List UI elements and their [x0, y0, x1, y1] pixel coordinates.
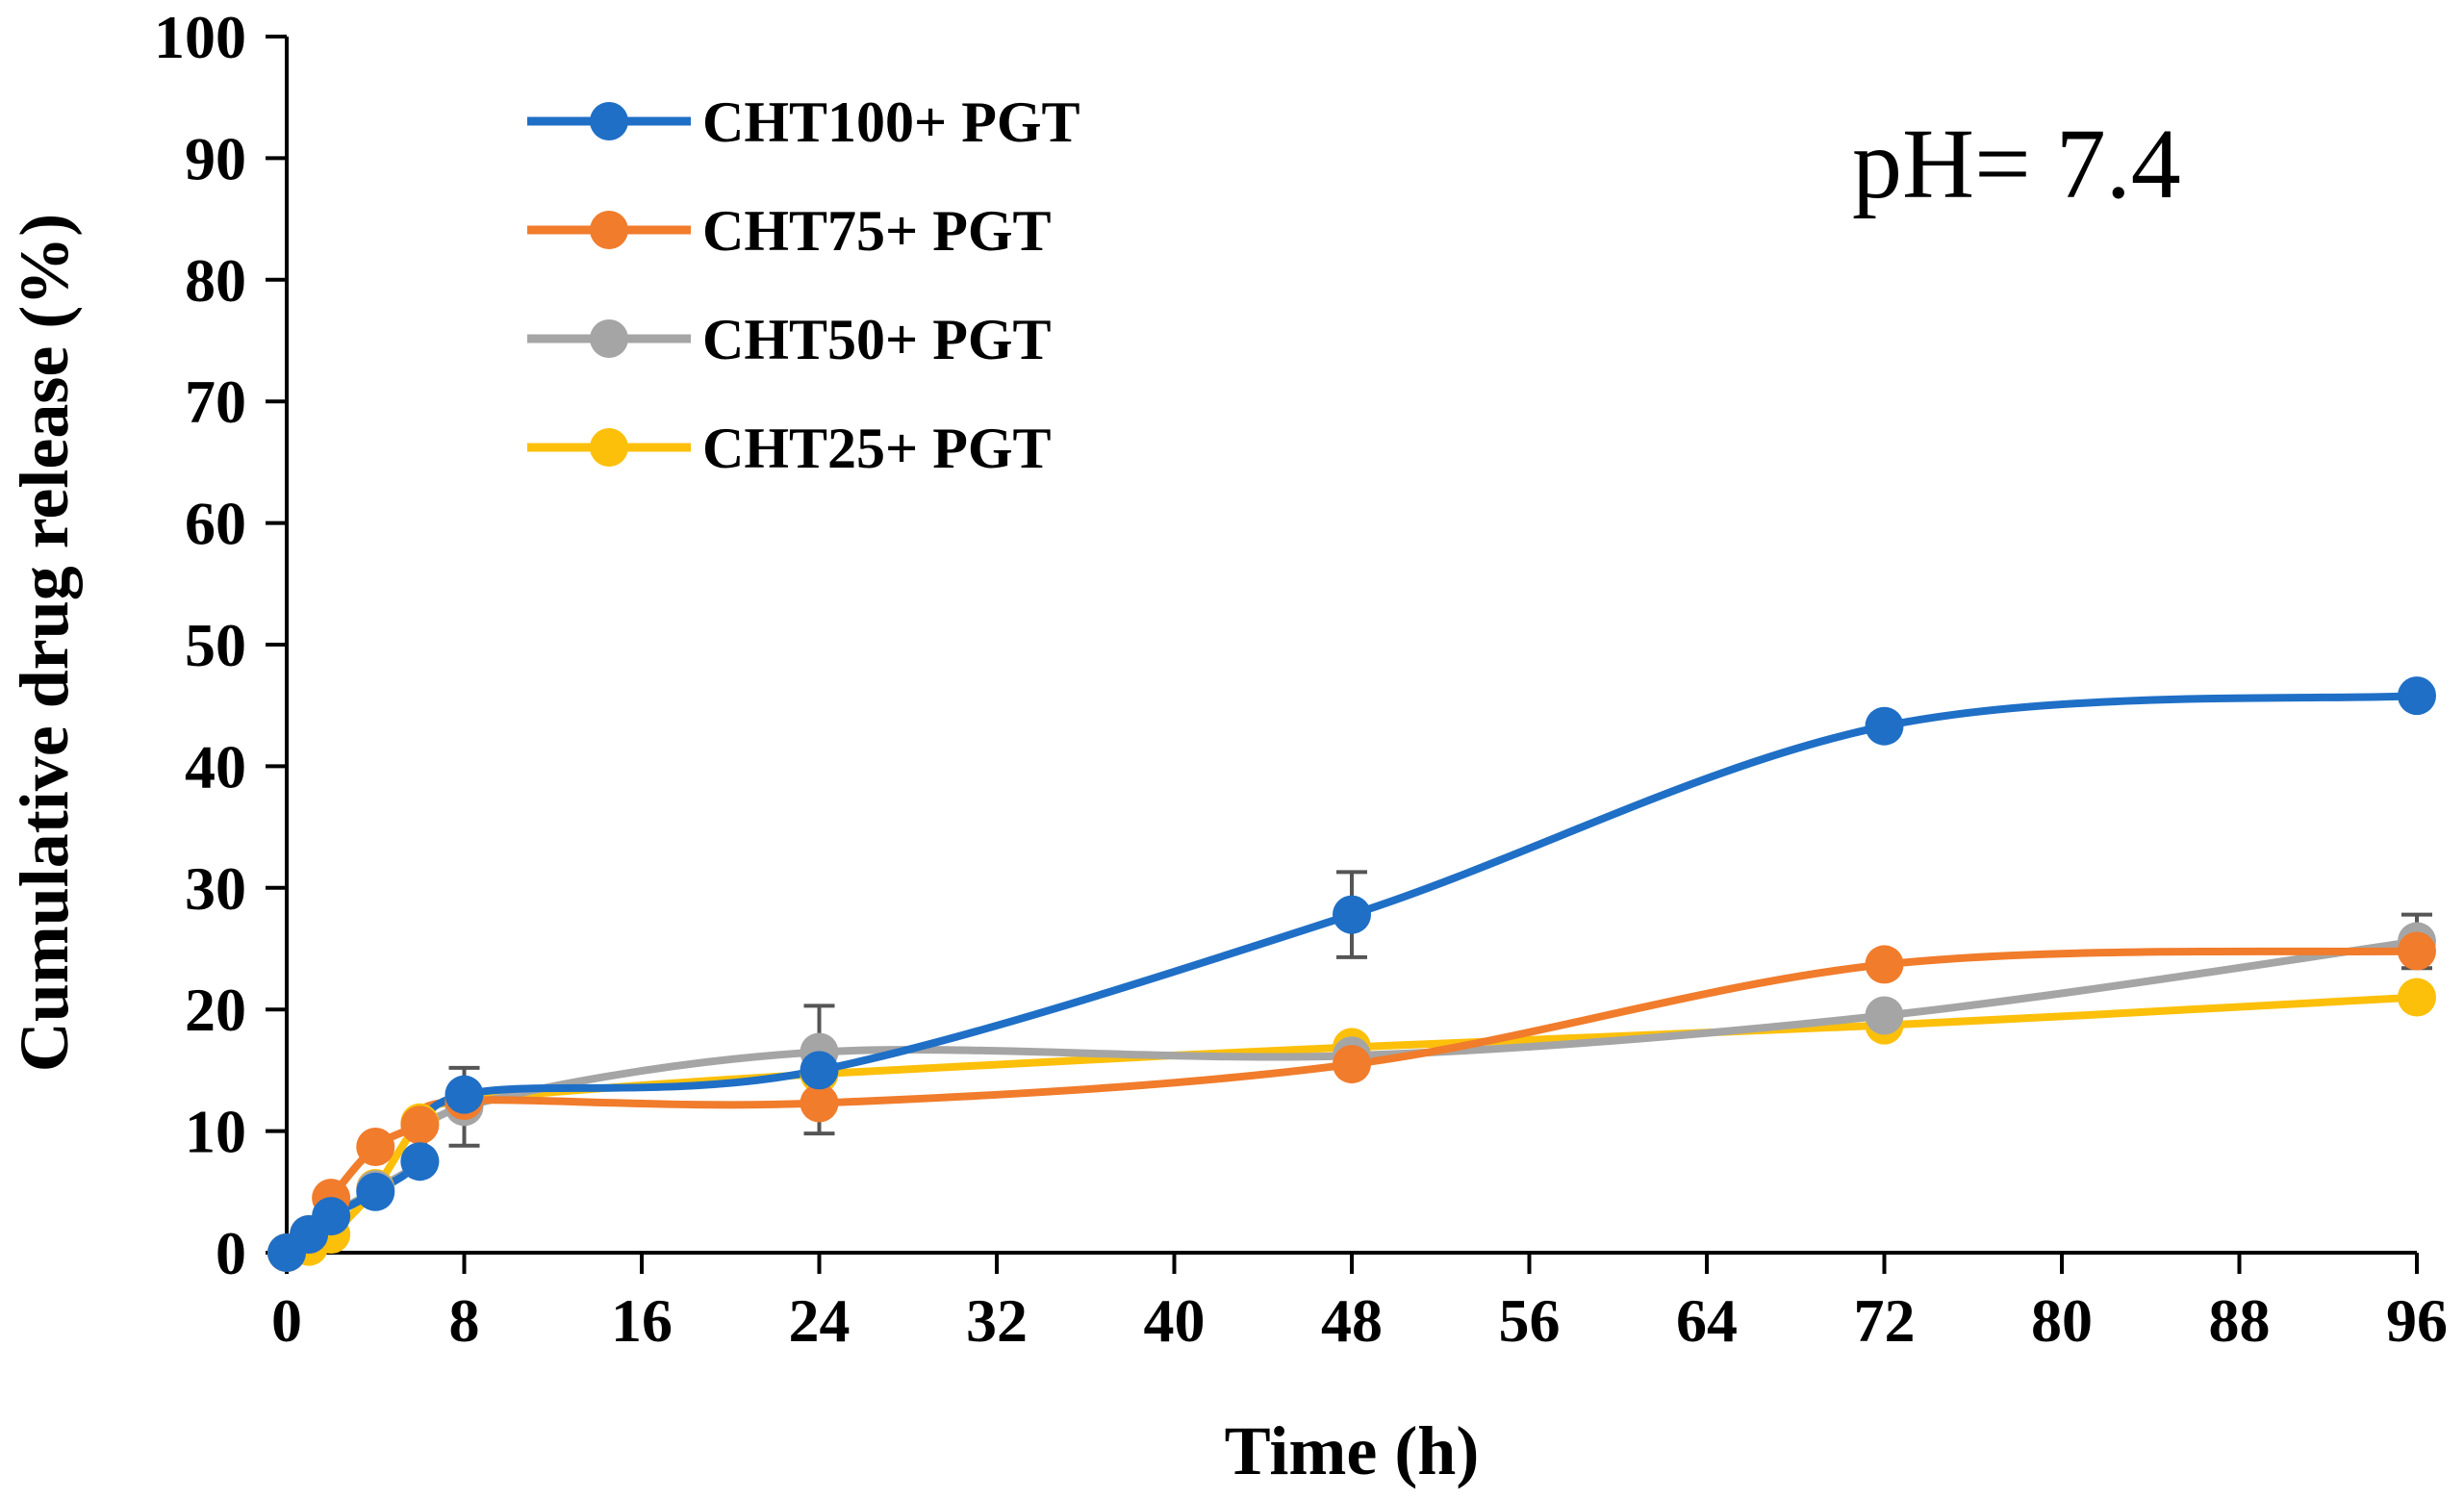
data-point	[800, 1083, 839, 1123]
data-point	[1865, 945, 1904, 984]
series-lines	[283, 692, 2421, 1257]
x-tick-label: 80	[2031, 1286, 2093, 1355]
data-point	[2398, 931, 2436, 971]
x-tick-label: 72	[1854, 1286, 1916, 1355]
x-tick-label: 0	[271, 1286, 302, 1355]
y-tick-label: 100	[154, 3, 246, 71]
x-tick-label: 88	[2209, 1286, 2271, 1355]
x-tick-label: 24	[789, 1286, 851, 1355]
x-tick-label: 32	[966, 1286, 1028, 1355]
data-point	[1865, 706, 1904, 746]
data-point	[400, 1105, 440, 1145]
legend-label: CHT75+ PGT	[702, 199, 1052, 263]
data-point	[800, 1051, 839, 1090]
x-tick-label: 64	[1676, 1286, 1738, 1355]
series-line	[283, 947, 2421, 1257]
series-line	[283, 692, 2421, 1257]
y-tick-label: 80	[185, 246, 246, 315]
data-point	[1333, 1045, 1371, 1084]
y-tick-label: 30	[185, 854, 246, 923]
y-tick-label: 60	[185, 490, 246, 558]
data-point	[2398, 978, 2436, 1017]
legend-marker	[590, 428, 628, 467]
y-tick-label: 70	[185, 368, 246, 436]
data-point	[1333, 895, 1371, 934]
x-tick-label: 8	[449, 1286, 480, 1355]
legend-label: CHT50+ PGT	[702, 308, 1052, 371]
x-tick-label: 48	[1321, 1286, 1383, 1355]
x-tick-label: 40	[1144, 1286, 1206, 1355]
data-point	[400, 1142, 440, 1181]
legend-marker	[590, 102, 628, 140]
data-point	[312, 1197, 351, 1236]
legend-marker	[590, 211, 628, 249]
data-point	[445, 1075, 484, 1114]
y-tick-label: 20	[185, 976, 246, 1044]
data-point	[356, 1172, 395, 1211]
data-point	[2398, 676, 2436, 716]
y-tick-label: 50	[185, 611, 246, 679]
y-tick-label: 90	[185, 124, 246, 192]
data-point	[356, 1128, 395, 1167]
y-tick-labels: 0 10 20 30 40 50 60 70 80 90 100	[154, 3, 246, 1287]
y-tick-label: 0	[216, 1219, 246, 1287]
legend-marker	[590, 319, 628, 358]
series-markers	[267, 676, 2436, 1272]
y-tick-label: 40	[185, 732, 246, 800]
x-tick-label: 96	[2386, 1286, 2448, 1355]
x-axis-title: Time (h)	[1225, 1412, 1480, 1489]
legend: CHT100+ PGT CHT75+ PGT CHT50+ PGT CHT25+ PG…	[527, 90, 1080, 480]
x-tick-label: 56	[1499, 1286, 1561, 1355]
data-point	[1865, 996, 1904, 1035]
legend-label: CHT100+ PGT	[702, 90, 1080, 154]
ph-annotation: pH= 7.4	[1852, 109, 2181, 219]
series-line	[283, 937, 2421, 1257]
y-axis-title: Cumulative drug release (%)	[6, 214, 83, 1073]
x-tick-labels: 0 8 16 24 32 40 48 56 64 72 80 88 96	[271, 1286, 2448, 1355]
legend-label: CHT25+ PGT	[702, 417, 1052, 480]
y-tick-label: 10	[185, 1098, 246, 1166]
x-tick-label: 16	[611, 1286, 673, 1355]
